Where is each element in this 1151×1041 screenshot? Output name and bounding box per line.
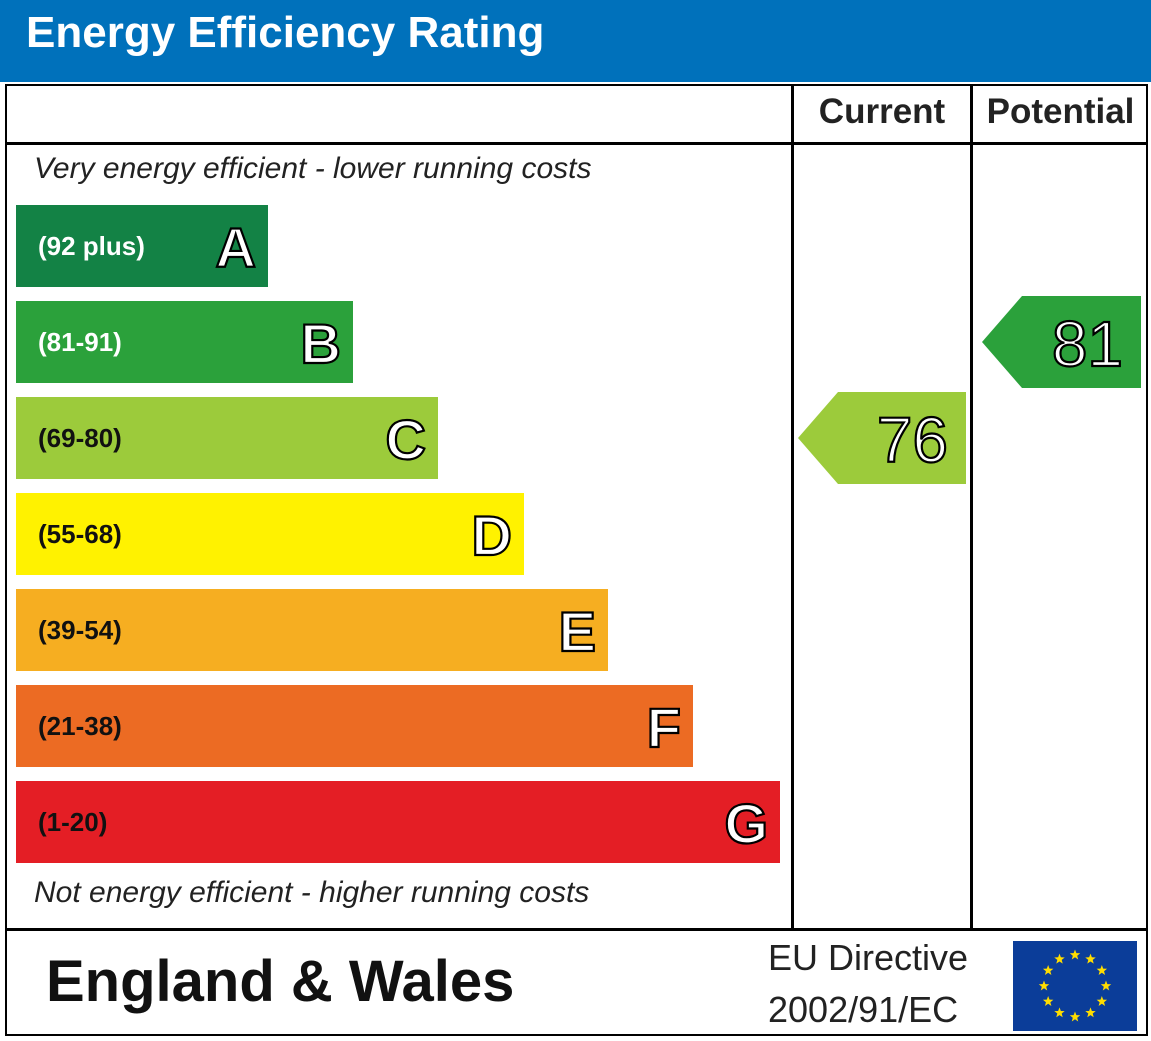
eu-star-icon [1054, 1007, 1065, 1018]
directive-line2: 2002/91/EC [768, 989, 959, 1030]
eu-star-icon [1042, 996, 1054, 1006]
footer-region: England & Wales [46, 949, 515, 1014]
eu-star-icon [1038, 980, 1050, 991]
column-header-current: Current [818, 92, 946, 131]
eu-star-icon [1069, 1011, 1081, 1022]
eu-flag-icon [1013, 941, 1137, 1031]
top-note: Very energy efficient - lower running co… [34, 152, 592, 185]
divider-current [791, 84, 794, 930]
header-divider [5, 142, 1148, 145]
eu-star-icon [1096, 996, 1108, 1006]
eu-star-icon [1054, 953, 1065, 964]
eu-star-icon [1069, 949, 1081, 960]
title-bar: Energy Efficiency Rating [0, 0, 1151, 82]
chart-title: Energy Efficiency Rating [26, 8, 545, 57]
eu-star-icon [1042, 965, 1054, 975]
divider-potential [970, 84, 973, 930]
footer-divider [5, 928, 1148, 931]
eu-star-icon [1085, 1007, 1096, 1018]
chart-frame [5, 84, 1148, 1036]
eu-star-icon [1085, 953, 1096, 964]
column-header-potential: Potential [986, 92, 1135, 131]
directive-line1: EU Directive [768, 937, 969, 978]
eu-star-icon [1096, 965, 1108, 975]
eu-star-icon [1100, 980, 1112, 991]
bottom-note: Not energy efficient - higher running co… [34, 876, 590, 909]
